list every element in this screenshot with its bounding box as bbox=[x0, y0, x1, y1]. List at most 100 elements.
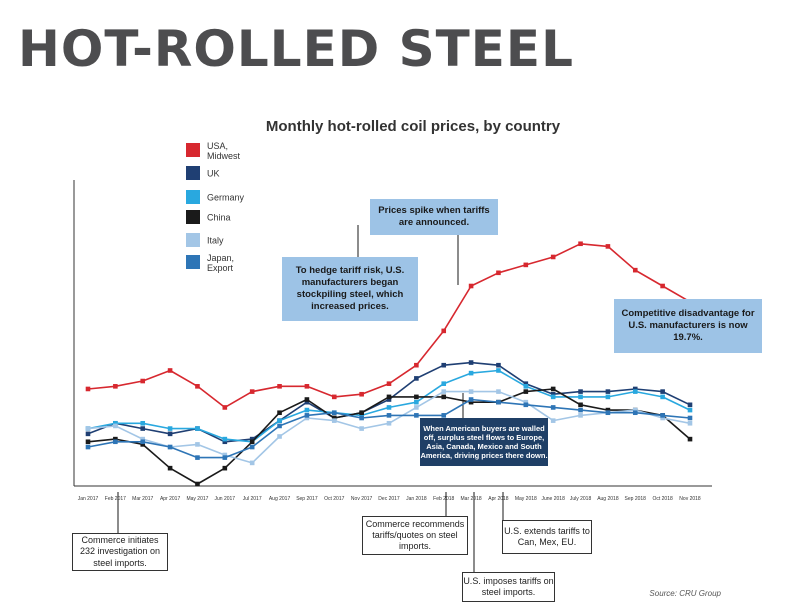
data-point bbox=[468, 397, 474, 402]
data-point bbox=[386, 381, 392, 386]
data-point bbox=[85, 431, 91, 437]
data-point bbox=[277, 410, 282, 416]
legend-swatch bbox=[186, 233, 200, 247]
data-point bbox=[468, 360, 474, 365]
data-point bbox=[304, 399, 310, 405]
legend-label: Japan, bbox=[207, 253, 234, 263]
legend-swatch bbox=[186, 143, 200, 157]
x-tick-label: Mar 2017 bbox=[132, 496, 153, 502]
legend-label: Germany bbox=[207, 193, 245, 203]
data-point bbox=[578, 389, 583, 394]
legend-swatch bbox=[186, 210, 200, 224]
data-point bbox=[222, 465, 228, 471]
x-axis-ticks: Jan 2017 Feb 2017 Mar 2017 Apr 2017 May 2017… bbox=[78, 496, 701, 502]
data-point bbox=[605, 407, 611, 413]
data-point bbox=[605, 394, 611, 400]
data-point bbox=[523, 402, 529, 408]
x-tick-label: Jul 2017 bbox=[243, 496, 262, 502]
legend-label-line2: Export bbox=[207, 263, 234, 273]
data-point bbox=[222, 405, 228, 410]
data-point bbox=[249, 389, 255, 394]
data-point bbox=[167, 426, 173, 431]
data-point bbox=[386, 397, 392, 402]
data-point bbox=[632, 410, 638, 416]
series-usa-midwest bbox=[85, 241, 693, 410]
data-point bbox=[113, 436, 118, 442]
x-tick-label: Aug 2017 bbox=[269, 496, 291, 502]
data-point bbox=[496, 362, 501, 368]
data-point bbox=[249, 460, 255, 466]
x-tick-label: Nov 2018 bbox=[679, 496, 701, 502]
data-point bbox=[331, 415, 337, 421]
x-tick-label: Feb 2018 bbox=[433, 496, 454, 502]
chart-legend: USA,Midwest UK Germany China Italy Japan,Expo… bbox=[186, 141, 245, 273]
annotation-walled: When American buyers are walled off, sur… bbox=[420, 418, 548, 466]
data-point bbox=[523, 389, 529, 394]
data-point bbox=[578, 413, 583, 418]
x-tick-label: Jun 2017 bbox=[215, 496, 236, 502]
data-point bbox=[359, 415, 364, 421]
data-point bbox=[687, 436, 693, 442]
data-point bbox=[195, 455, 200, 460]
annotation-commerce-232: Commerce initiates 232 investigation on … bbox=[72, 533, 168, 571]
annotation-us-extends: U.S. extends tariffs to Can, Mex, EU. bbox=[502, 520, 592, 554]
data-point bbox=[468, 389, 474, 394]
page-title: HOT-ROLLED STEEL bbox=[18, 20, 574, 78]
data-point bbox=[441, 394, 447, 400]
data-point bbox=[85, 386, 91, 392]
data-point bbox=[304, 413, 310, 418]
data-point bbox=[632, 267, 638, 273]
data-point bbox=[249, 439, 255, 445]
data-point bbox=[523, 262, 529, 268]
data-point bbox=[523, 384, 529, 389]
data-point bbox=[496, 270, 501, 276]
data-point bbox=[496, 399, 501, 405]
x-tick-label: Jan 2018 bbox=[406, 496, 427, 502]
data-point bbox=[113, 439, 118, 445]
series-line bbox=[87, 390, 691, 464]
legend-label: UK bbox=[207, 169, 220, 179]
series-japan-export bbox=[85, 397, 693, 460]
data-point bbox=[140, 420, 146, 426]
data-point bbox=[632, 389, 638, 394]
x-tick-label: Sep 2017 bbox=[296, 496, 318, 502]
chart-title: Monthly hot-rolled coil prices, by count… bbox=[266, 118, 561, 135]
chart-series bbox=[85, 241, 693, 487]
data-point bbox=[414, 413, 419, 418]
legend-swatch bbox=[186, 166, 200, 180]
x-tick-label: Oct 2017 bbox=[324, 496, 345, 502]
annotation-spike: Prices spike when tariffs are announced. bbox=[370, 199, 498, 235]
x-tick-label: Mar 2018 bbox=[461, 496, 482, 502]
data-point bbox=[468, 370, 474, 376]
data-point bbox=[386, 394, 392, 400]
data-point bbox=[304, 397, 310, 402]
x-tick-label: July 2018 bbox=[570, 496, 592, 502]
data-point bbox=[386, 405, 392, 410]
data-point bbox=[687, 415, 693, 421]
data-point bbox=[85, 426, 91, 431]
series-line bbox=[87, 388, 691, 485]
legend-label: USA, bbox=[207, 141, 228, 151]
data-point bbox=[277, 434, 282, 439]
data-point bbox=[359, 413, 364, 418]
data-point bbox=[167, 465, 173, 471]
data-point bbox=[359, 426, 364, 431]
x-tick-label: Aug 2018 bbox=[597, 496, 619, 502]
x-tick-label: Dec 2017 bbox=[378, 496, 400, 502]
data-point bbox=[468, 399, 474, 405]
legend-label: Italy bbox=[207, 236, 224, 246]
data-point bbox=[578, 394, 583, 400]
data-point bbox=[249, 436, 255, 442]
data-point bbox=[331, 394, 337, 400]
data-point bbox=[414, 399, 419, 405]
annotation-commerce-recommends: Commerce recommends tariffs/quotes on st… bbox=[362, 516, 468, 555]
data-point bbox=[550, 391, 556, 397]
data-point bbox=[496, 389, 501, 394]
legend-swatch bbox=[186, 255, 200, 269]
data-point bbox=[195, 481, 200, 487]
x-tick-label: May 2018 bbox=[515, 496, 537, 502]
x-tick-label: Apr 2017 bbox=[160, 496, 181, 502]
data-point bbox=[195, 442, 200, 447]
data-point bbox=[386, 413, 392, 418]
